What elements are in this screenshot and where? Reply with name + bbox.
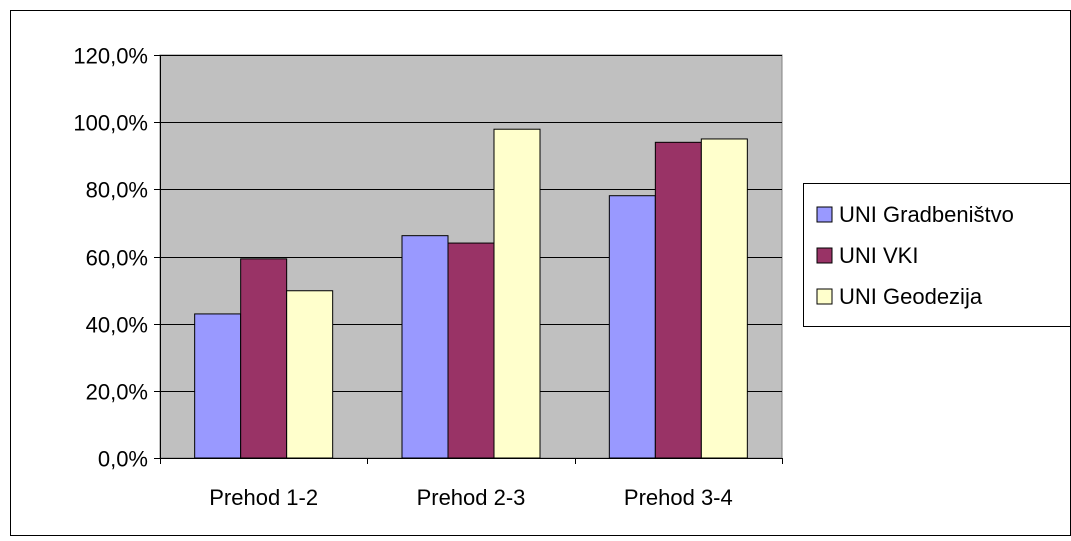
bars bbox=[194, 128, 748, 459]
legend-label-1: UNI Gradbeništvo bbox=[839, 202, 1014, 227]
y-tick-label: 0,0% bbox=[98, 447, 148, 472]
bar-3-1 bbox=[286, 290, 334, 459]
y-tick-label: 40,0% bbox=[86, 313, 148, 338]
bar-1-2 bbox=[401, 235, 449, 459]
bar-1-3 bbox=[608, 195, 656, 459]
legend-label-2: UNI VKI bbox=[839, 243, 918, 268]
legend-box bbox=[803, 183, 1071, 327]
y-tick-label: 60,0% bbox=[86, 246, 148, 271]
bar-2-3 bbox=[654, 141, 702, 459]
y-tick-label: 120,0% bbox=[73, 44, 148, 69]
legend-swatch-2 bbox=[816, 247, 833, 264]
x-tick-label: Prehod 3-4 bbox=[624, 485, 733, 510]
legend-label-3: UNI Geodezija bbox=[839, 284, 983, 309]
y-tick-label: 20,0% bbox=[86, 380, 148, 405]
bar-2-1 bbox=[240, 258, 288, 459]
bar-1-1 bbox=[194, 313, 242, 459]
x-tick-label: Prehod 2-3 bbox=[417, 485, 526, 510]
bar-3-2 bbox=[493, 128, 541, 459]
legend-swatch-3 bbox=[816, 288, 833, 305]
axes: 0,0% 20,0% 40,0% 60,0% 80,0% 100,0% 120,0% Preh… bbox=[73, 44, 783, 510]
y-tick-label: 80,0% bbox=[86, 178, 148, 203]
legend: UNI Gradbeništvo UNI VKI UNI Geodezija bbox=[803, 183, 1071, 327]
x-tick-label: Prehod 1-2 bbox=[209, 485, 318, 510]
bar-2-2 bbox=[447, 242, 495, 459]
y-tick-label: 100,0% bbox=[73, 111, 148, 136]
bar-3-3 bbox=[700, 138, 748, 459]
legend-swatch-1 bbox=[816, 206, 833, 223]
